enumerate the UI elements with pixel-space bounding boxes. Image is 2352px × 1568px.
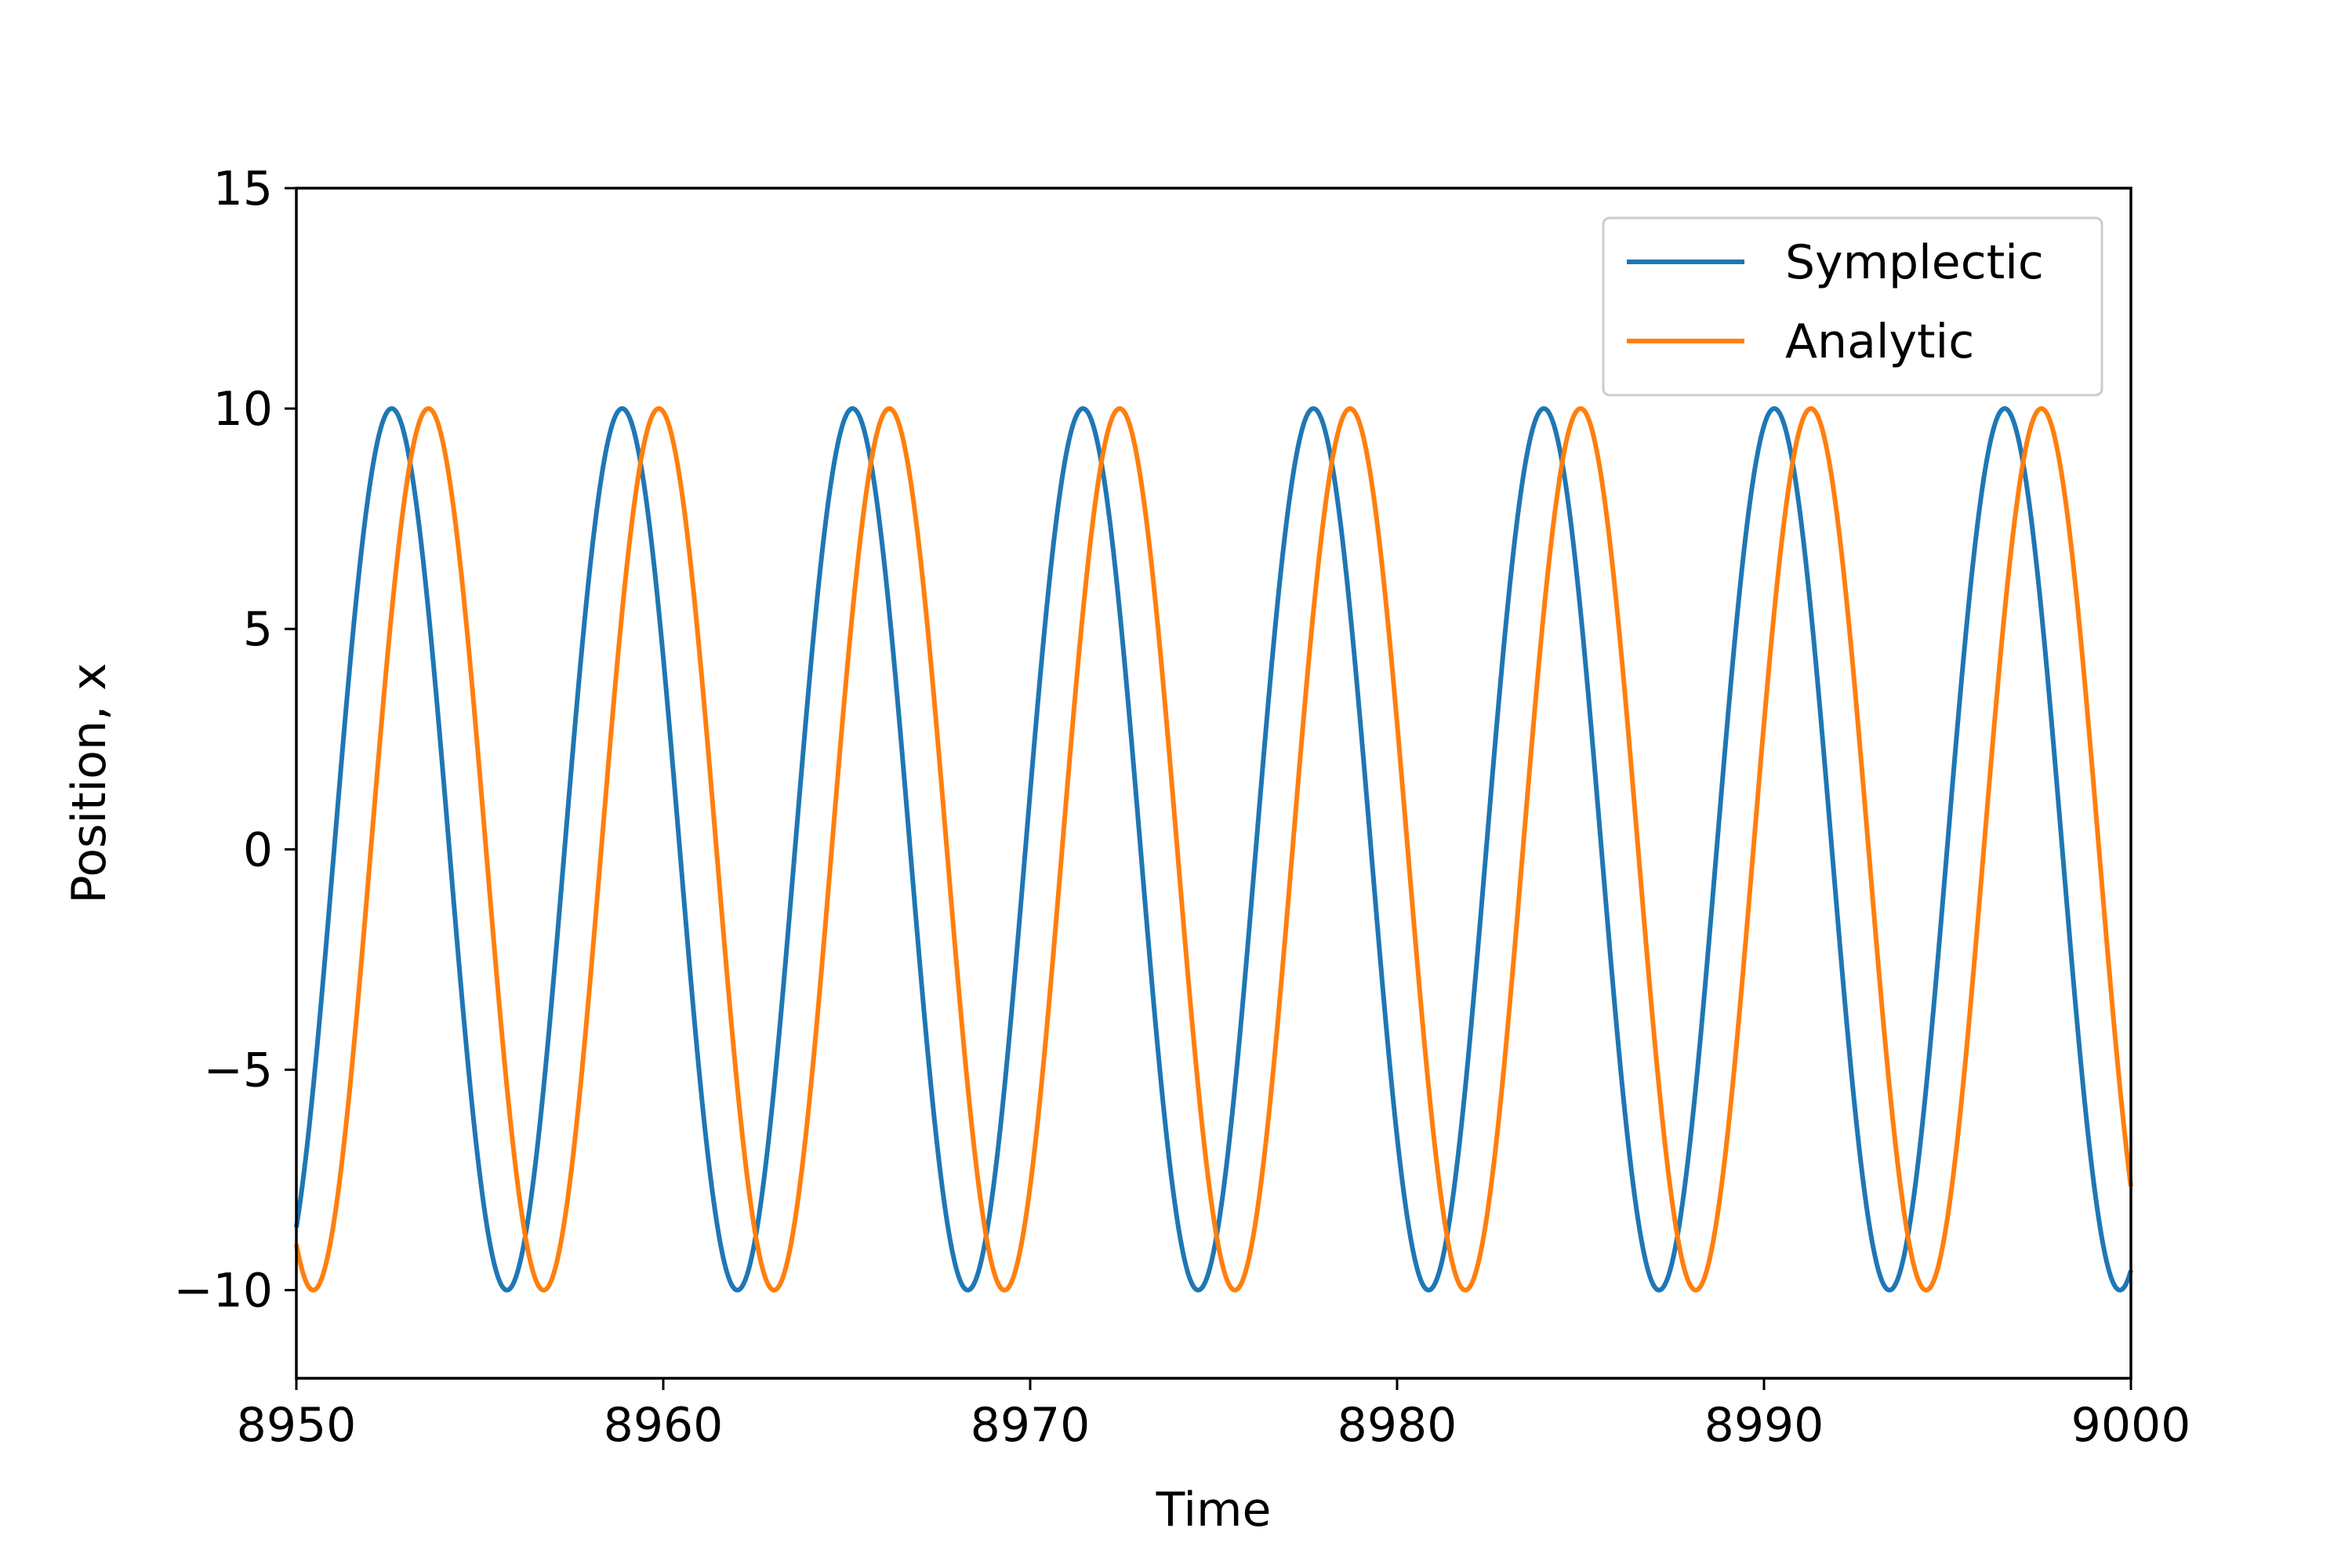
x-axis: 8950 8960 8970 8980 8990 9000 [237, 1378, 2191, 1453]
legend-label: Analytic [1785, 314, 1974, 369]
series-line-2 [294, 406, 2133, 1293]
y-tick-label: 0 [243, 822, 273, 877]
x-tick-label: 8980 [1338, 1398, 1457, 1453]
legend-label: Symplectic [1785, 235, 2044, 290]
x-tick-label: 9000 [2071, 1398, 2191, 1453]
series-layer [294, 406, 2133, 1293]
y-tick-label: −5 [204, 1043, 273, 1098]
series-line-1 [294, 406, 2133, 1293]
x-axis-label: Time [1156, 1483, 1272, 1537]
y-axis: −10 −5 0 5 10 15 [173, 162, 296, 1319]
y-tick-label: −10 [173, 1264, 273, 1319]
y-axis-label: Position, x [62, 662, 117, 903]
y-tick-label: 5 [243, 602, 273, 657]
y-tick-label: 15 [213, 162, 273, 216]
plot-frame [295, 187, 2132, 1380]
x-tick-label: 8950 [237, 1398, 357, 1453]
legend: Symplectic Analytic [1602, 216, 2103, 397]
x-tick-label: 8960 [604, 1398, 724, 1453]
y-tick-label: 10 [213, 382, 273, 437]
x-tick-label: 8970 [971, 1398, 1091, 1453]
x-tick-label: 8990 [1704, 1398, 1824, 1453]
